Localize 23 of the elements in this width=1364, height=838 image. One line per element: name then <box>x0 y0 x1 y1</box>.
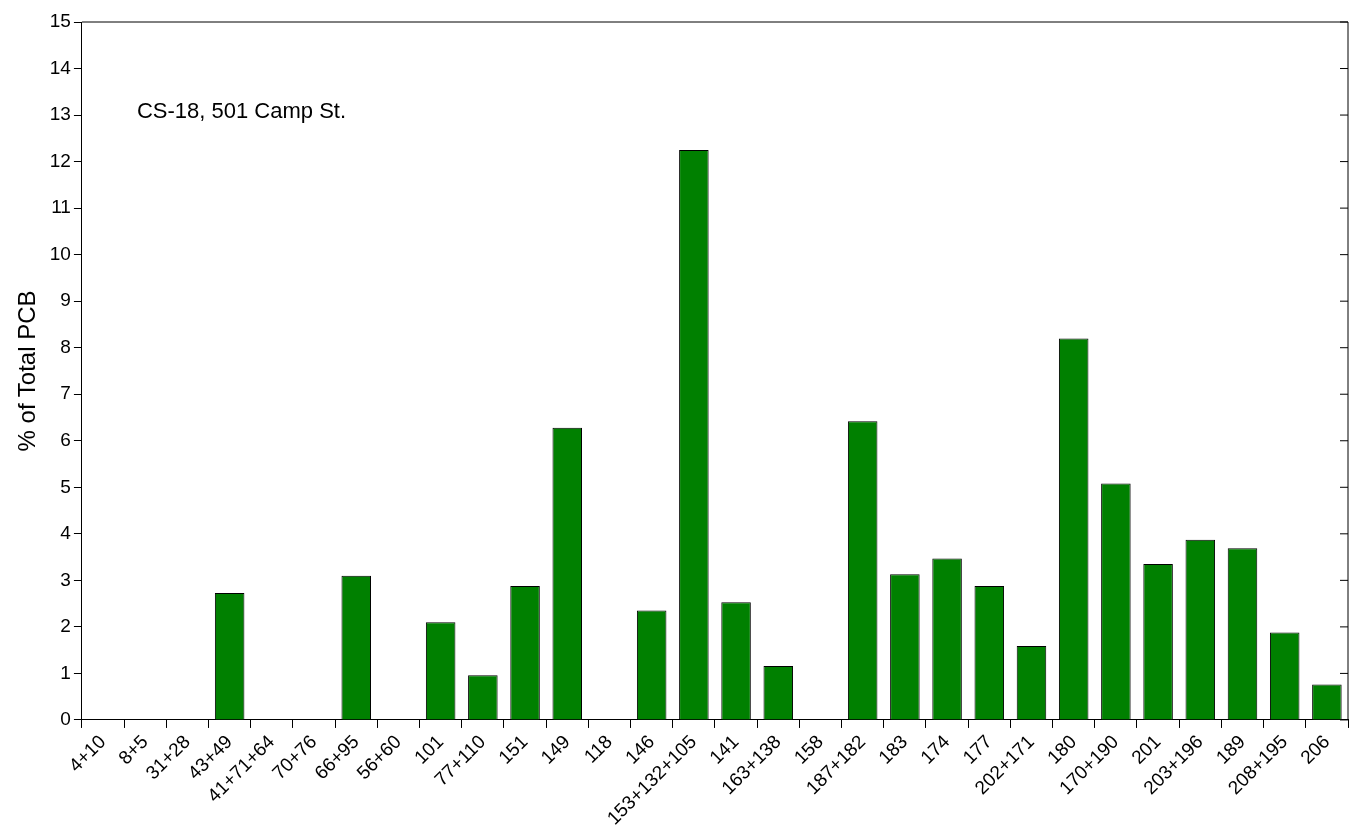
y-tick-label: 13 <box>49 103 71 125</box>
y-tick-label: 11 <box>51 196 71 218</box>
x-tick-label: 206 <box>1296 730 1334 768</box>
y-tick-label: 7 <box>60 382 71 404</box>
y-tick-label: 6 <box>60 429 71 450</box>
y-tick-label: 14 <box>49 56 72 78</box>
y-tick-label: 2 <box>60 615 71 637</box>
annotation: CS-18, 501 Camp St. <box>136 98 347 124</box>
x-tick-label: 174 <box>916 730 954 768</box>
y-tick-label: 5 <box>60 475 71 497</box>
x-tick-label: 183 <box>874 730 912 768</box>
y-tick-label: 3 <box>60 568 71 590</box>
x-tick-label: 149 <box>536 730 574 768</box>
y-tick-label: 9 <box>60 289 71 311</box>
y-tick-label: 15 <box>49 10 71 32</box>
y-tick-label: 1 <box>60 661 71 683</box>
y-tick-label: 8 <box>60 335 71 357</box>
y-tick-label: 4 <box>60 522 72 544</box>
x-tick-label: 151 <box>494 730 532 768</box>
y-tick-label: 10 <box>49 242 71 264</box>
y-axis-title: % of Total PCB <box>13 290 41 452</box>
y-tick-label: 12 <box>49 149 71 171</box>
y-tick-label: 0 <box>60 708 71 730</box>
